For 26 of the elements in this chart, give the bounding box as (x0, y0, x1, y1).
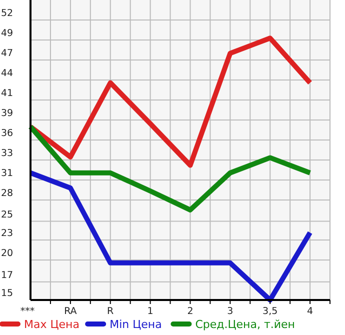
x-tick-label: 1 (147, 306, 154, 317)
y-tick-label: 31 (1, 168, 14, 179)
x-tick-label: RA (64, 306, 78, 317)
y-tick-label: 17 (1, 270, 14, 281)
y-tick-label: 47 (1, 48, 14, 60)
x-tick-label: 2 (187, 306, 194, 317)
y-tick-label: 23 (1, 228, 14, 239)
x-tick-label: R (107, 306, 114, 317)
y-tick-label: 52 (1, 8, 14, 19)
y-tick-label: 33 (1, 148, 14, 159)
y-tick-label: 25 (1, 209, 14, 220)
y-tick-label: 41 (1, 88, 14, 99)
x-tick-label: 4 (307, 306, 314, 317)
y-tick-label: 44 (1, 68, 14, 79)
legend-label: Max Цена (24, 318, 80, 331)
x-tick-label: *** (20, 306, 35, 317)
x-tick-label: 3,5 (262, 306, 278, 317)
y-tick-label: 15 (1, 288, 14, 299)
y-tick-label: 28 (1, 188, 14, 200)
x-tick-label: 3 (227, 306, 234, 317)
y-tick-label: 49 (1, 28, 14, 39)
y-tick-label: 20 (1, 248, 14, 259)
legend-label: Сред.Цена, т.йен (195, 318, 295, 331)
legend-label: Min Цена (110, 318, 162, 331)
y-tick-label: 36 (1, 128, 14, 140)
y-tick-label: 39 (1, 108, 14, 119)
